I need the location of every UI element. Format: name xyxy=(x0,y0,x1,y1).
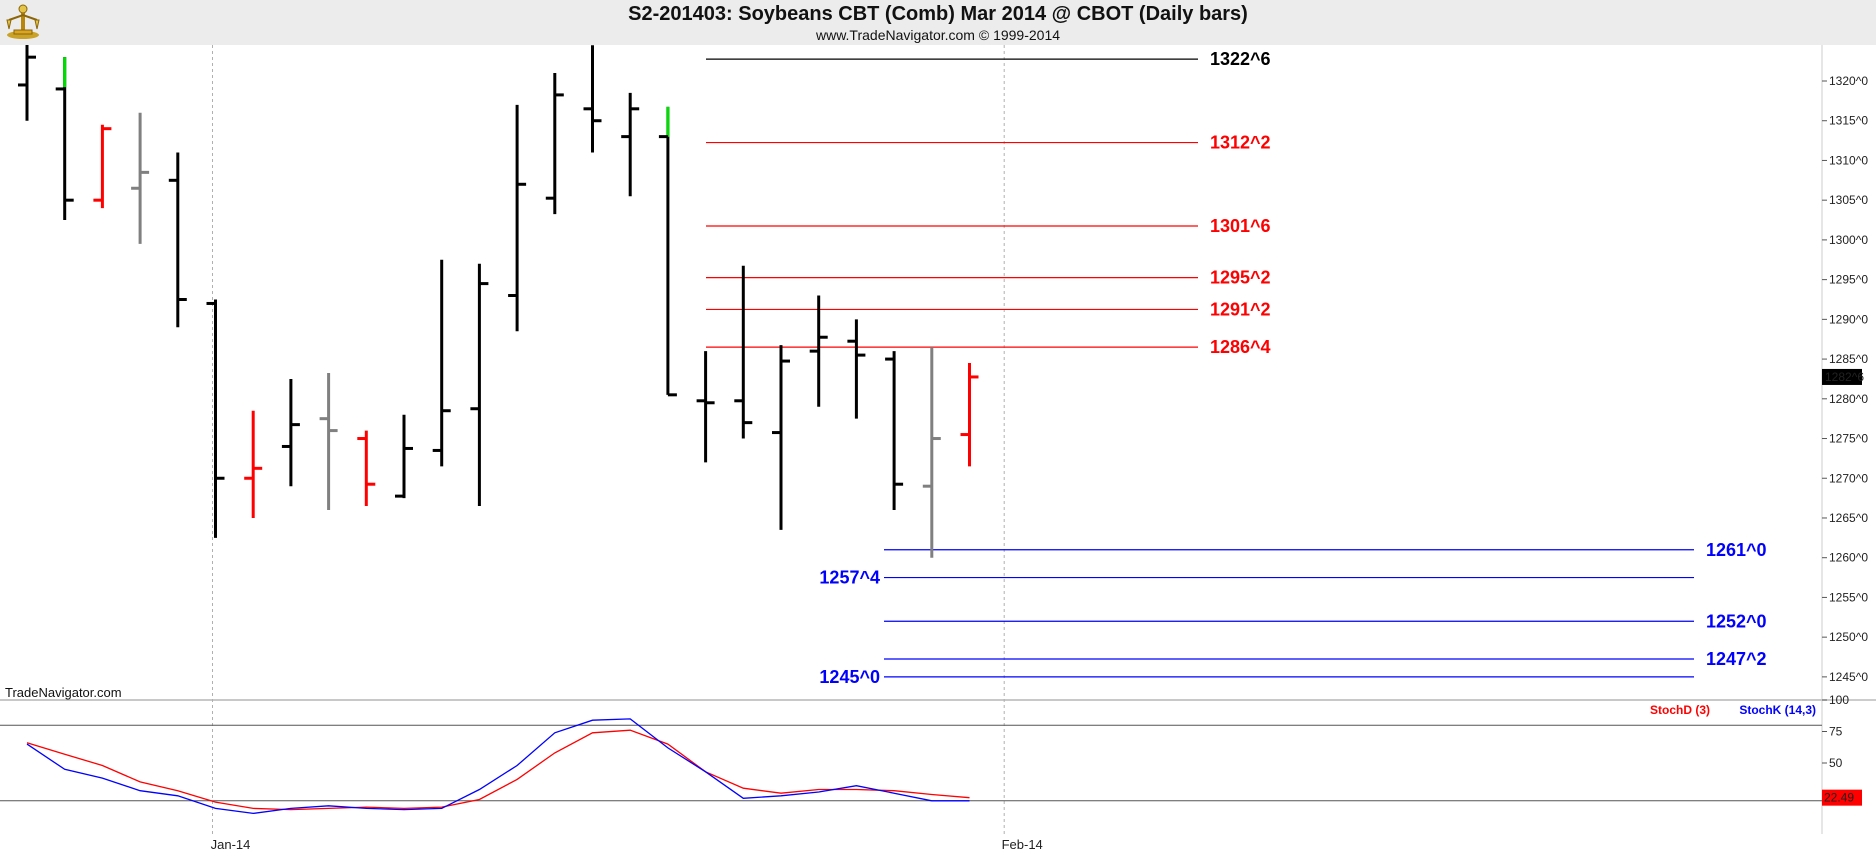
price-tick-label: 1275^0 xyxy=(1829,432,1868,446)
stochastic-last-value-tag xyxy=(1822,789,1862,806)
level-label: 1291^2 xyxy=(1210,299,1271,319)
price-tick-label: 1260^0 xyxy=(1829,551,1868,565)
ohlc-bar xyxy=(809,295,828,407)
axis-layer: Jan-14 Feb-14 1320^0 1315^0 1310^0 1305^0 1300… xyxy=(211,74,1869,852)
price-tick-label: 1300^0 xyxy=(1829,233,1868,247)
date-tick-label: Jan-14 xyxy=(211,837,251,852)
ohlc-bar xyxy=(357,430,376,507)
price-tick-label: 1250^0 xyxy=(1829,630,1868,644)
level-label: 1257^4 xyxy=(819,568,880,588)
ohlc-bar xyxy=(922,347,941,558)
ohlc-bar xyxy=(470,263,489,507)
price-tick-label: 1255^0 xyxy=(1829,590,1868,604)
stochastic-series-line xyxy=(26,729,970,811)
watermark: TradeNavigator.com xyxy=(5,685,122,700)
level-label: 1261^0 xyxy=(1706,540,1767,560)
price-axis-background xyxy=(1822,45,1876,854)
last-price-label: 1282^6 xyxy=(1825,370,1864,384)
stochastic-legend-entry: StochK (14,3) xyxy=(1739,703,1816,717)
stochastic-series-line xyxy=(26,718,970,815)
stochastic-panel-background xyxy=(0,701,1822,834)
price-tick-label: 1305^0 xyxy=(1829,193,1868,207)
level-label: 1252^0 xyxy=(1706,611,1767,631)
level-label: 1312^2 xyxy=(1210,133,1271,153)
ohlc-bar xyxy=(395,414,413,499)
level-label: 1295^2 xyxy=(1210,268,1271,288)
chart-title: S2-201403: Soybeans CBT (Comb) Mar 2014 … xyxy=(628,3,1248,25)
ohlc-bar xyxy=(621,92,640,197)
price-tick-label: 1320^0 xyxy=(1829,74,1868,88)
ohlc-bar xyxy=(545,73,564,215)
ohlc-bar xyxy=(168,152,187,328)
level-label: 1322^6 xyxy=(1210,49,1271,69)
chart-header: S2-201403: Soybeans CBT (Comb) Mar 2014 … xyxy=(0,0,1876,45)
stochastic-layer: StochD (3) StochK (14,3) xyxy=(0,703,1822,815)
ohlc-bar xyxy=(696,351,715,463)
price-tick-label: 1280^0 xyxy=(1829,392,1868,406)
stochastic-last-value-label: 22.49 xyxy=(1824,791,1854,805)
ohlc-bar xyxy=(885,351,904,511)
level-label: 1301^6 xyxy=(1210,216,1271,236)
chart-subtitle: www.TradeNavigator.com © 1999-2014 xyxy=(815,27,1061,43)
date-axis-background xyxy=(0,834,1822,854)
ohlc-bar xyxy=(432,259,451,467)
stochastic-tick-label: 75 xyxy=(1829,725,1843,739)
ohlc-bar xyxy=(583,45,602,153)
stochastic-tick-label: 50 xyxy=(1829,756,1843,770)
ohlc-bar xyxy=(508,104,527,332)
ohlc-bar xyxy=(206,299,225,538)
ohlc-bar xyxy=(734,265,753,439)
stochastic-tick-label: 100 xyxy=(1829,693,1849,707)
ohlc-bar xyxy=(93,124,112,209)
levels-layer: 1322^6 1312^2 1301^6 1295^2 1291^2 1286^4 1261… xyxy=(706,49,1767,687)
ohlc-bar xyxy=(244,410,263,518)
bars-layer xyxy=(18,45,979,558)
ohlc-bar xyxy=(658,106,677,397)
ohlc-bar xyxy=(131,112,150,244)
level-label: 1247^2 xyxy=(1706,649,1767,669)
trade-navigator-logo-icon xyxy=(6,4,40,39)
price-tick-label: 1290^0 xyxy=(1829,312,1868,326)
stochastic-legend-entry: StochD (3) xyxy=(1650,703,1710,717)
date-tick-label: Feb-14 xyxy=(1002,837,1043,852)
level-label: 1286^4 xyxy=(1210,337,1271,357)
price-tick-label: 1270^0 xyxy=(1829,471,1868,485)
price-tick-label: 1310^0 xyxy=(1829,153,1868,167)
ohlc-bar xyxy=(772,345,790,530)
price-tick-label: 1295^0 xyxy=(1829,273,1868,287)
level-label: 1245^0 xyxy=(819,667,880,687)
ohlc-bar xyxy=(281,378,300,487)
price-tick-label: 1265^0 xyxy=(1829,511,1868,525)
price-tick-label: 1285^0 xyxy=(1829,352,1868,366)
ohlc-bar xyxy=(55,57,74,221)
ohlc-bar xyxy=(847,319,866,419)
price-tick-label: 1245^0 xyxy=(1829,670,1868,684)
ohlc-bar xyxy=(18,45,36,121)
ohlc-bar xyxy=(319,372,338,511)
price-tick-label: 1315^0 xyxy=(1829,114,1868,128)
ohlc-bar xyxy=(960,363,979,467)
price-panel-background xyxy=(0,45,1822,699)
last-price-tag xyxy=(1822,368,1862,385)
